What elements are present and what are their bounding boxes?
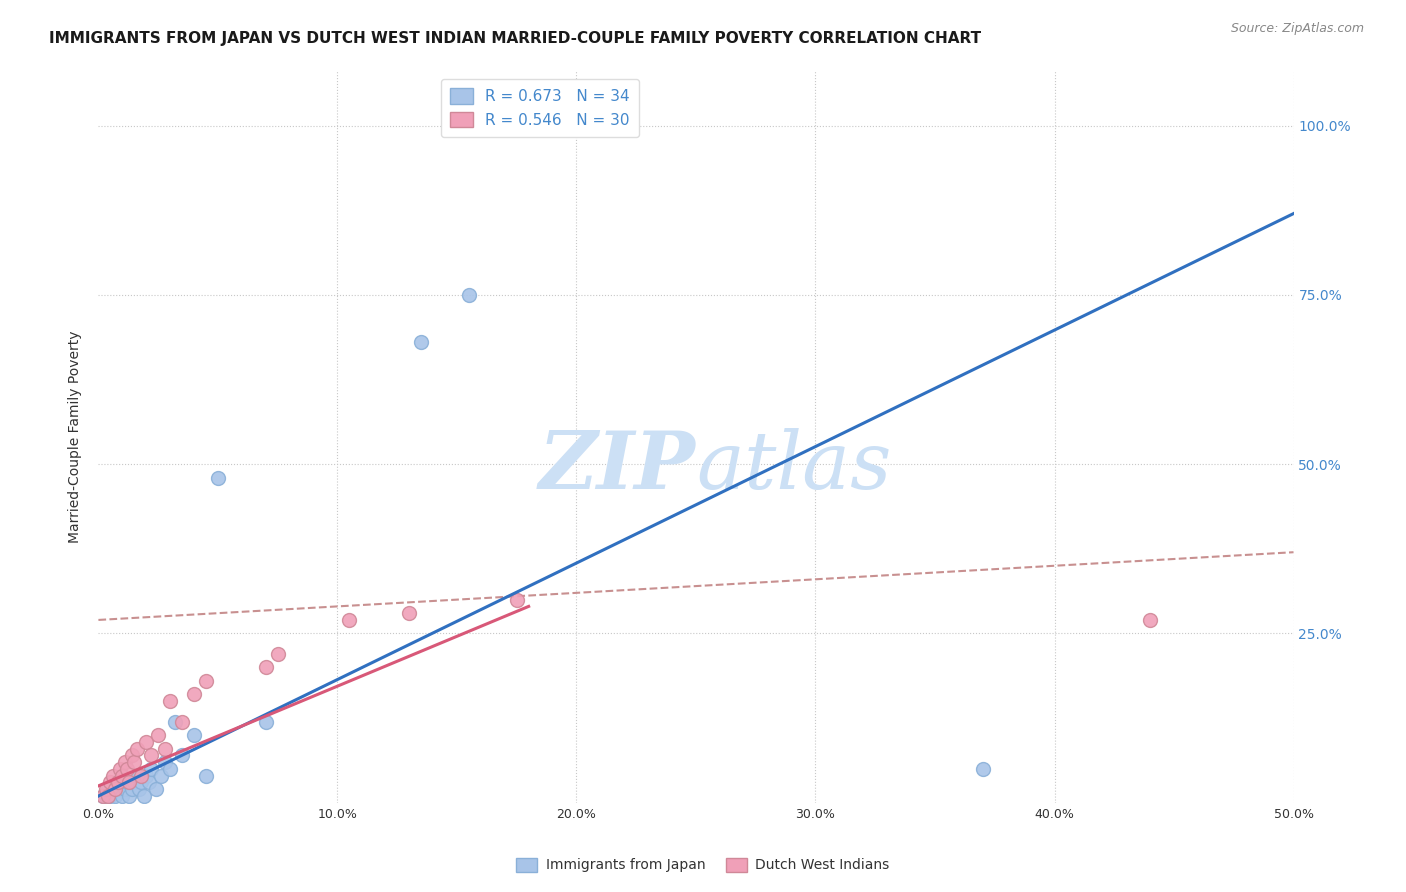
Y-axis label: Married-Couple Family Poverty: Married-Couple Family Poverty bbox=[69, 331, 83, 543]
Point bbox=[339, 613, 361, 627]
Point bbox=[163, 714, 186, 729]
Point bbox=[254, 714, 277, 729]
Point bbox=[107, 775, 129, 789]
Point bbox=[121, 782, 143, 797]
Point bbox=[111, 769, 134, 783]
Point bbox=[98, 789, 122, 803]
Point bbox=[125, 741, 148, 756]
Point bbox=[139, 748, 162, 763]
Point bbox=[131, 769, 153, 783]
Point bbox=[1139, 613, 1161, 627]
Text: atlas: atlas bbox=[696, 427, 891, 505]
Legend: R = 0.673   N = 34, R = 0.546   N = 30: R = 0.673 N = 34, R = 0.546 N = 30 bbox=[440, 79, 638, 137]
Point bbox=[148, 728, 170, 742]
Point bbox=[108, 782, 131, 797]
Point bbox=[108, 762, 131, 776]
Point bbox=[94, 782, 117, 797]
Point bbox=[104, 782, 127, 797]
Point bbox=[195, 769, 218, 783]
Point bbox=[128, 782, 150, 797]
Legend: Immigrants from Japan, Dutch West Indians: Immigrants from Japan, Dutch West Indian… bbox=[510, 852, 896, 878]
Point bbox=[195, 673, 218, 688]
Text: ZIP: ZIP bbox=[538, 427, 696, 505]
Point bbox=[159, 694, 181, 708]
Point bbox=[118, 789, 141, 803]
Text: IMMIGRANTS FROM JAPAN VS DUTCH WEST INDIAN MARRIED-COUPLE FAMILY POVERTY CORRELA: IMMIGRANTS FROM JAPAN VS DUTCH WEST INDI… bbox=[49, 31, 981, 46]
Point bbox=[125, 769, 148, 783]
Point bbox=[411, 335, 433, 350]
Point bbox=[118, 775, 141, 789]
Point bbox=[111, 789, 134, 803]
Point bbox=[124, 775, 146, 789]
Point bbox=[101, 782, 124, 797]
Point bbox=[267, 647, 290, 661]
Point bbox=[97, 789, 120, 803]
Point bbox=[97, 782, 120, 797]
Text: Source: ZipAtlas.com: Source: ZipAtlas.com bbox=[1230, 22, 1364, 36]
Point bbox=[131, 775, 153, 789]
Point bbox=[398, 606, 420, 620]
Point bbox=[132, 789, 155, 803]
Point bbox=[159, 762, 181, 776]
Point bbox=[135, 769, 157, 783]
Point bbox=[139, 762, 162, 776]
Point bbox=[101, 769, 124, 783]
Point bbox=[155, 741, 177, 756]
Point bbox=[94, 789, 117, 803]
Point bbox=[207, 471, 229, 485]
Point bbox=[98, 775, 122, 789]
Point bbox=[91, 789, 114, 803]
Point bbox=[114, 755, 136, 769]
Point bbox=[506, 592, 529, 607]
Point bbox=[124, 755, 146, 769]
Point bbox=[172, 748, 194, 763]
Point bbox=[104, 789, 127, 803]
Point bbox=[135, 735, 157, 749]
Point bbox=[145, 782, 167, 797]
Point bbox=[91, 789, 114, 803]
Point bbox=[115, 762, 138, 776]
Point bbox=[149, 769, 172, 783]
Point bbox=[172, 714, 194, 729]
Point bbox=[183, 728, 205, 742]
Point bbox=[254, 660, 277, 674]
Point bbox=[458, 288, 481, 302]
Point bbox=[121, 748, 143, 763]
Point bbox=[107, 775, 129, 789]
Point bbox=[138, 775, 160, 789]
Point bbox=[115, 775, 138, 789]
Point bbox=[155, 755, 177, 769]
Point bbox=[114, 782, 136, 797]
Point bbox=[972, 762, 994, 776]
Point bbox=[183, 688, 205, 702]
